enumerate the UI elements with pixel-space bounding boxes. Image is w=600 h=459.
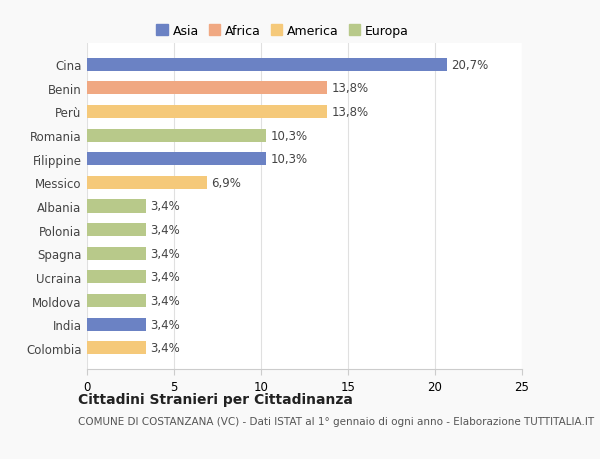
Bar [87, 295, 146, 308]
Bar [87, 341, 146, 355]
Bar [87, 129, 266, 142]
Bar [87, 82, 327, 95]
Bar [87, 58, 447, 72]
Text: 6,9%: 6,9% [211, 176, 241, 190]
Bar [87, 106, 327, 118]
Text: Cittadini Stranieri per Cittadinanza: Cittadini Stranieri per Cittadinanza [78, 392, 353, 406]
Text: 3,4%: 3,4% [151, 224, 180, 237]
Text: 3,4%: 3,4% [151, 271, 180, 284]
Text: 10,3%: 10,3% [271, 153, 308, 166]
Bar [87, 176, 207, 190]
Text: 20,7%: 20,7% [452, 58, 489, 72]
Text: 3,4%: 3,4% [151, 341, 180, 355]
Text: 10,3%: 10,3% [271, 129, 308, 142]
Text: COMUNE DI COSTANZANA (VC) - Dati ISTAT al 1° gennaio di ogni anno - Elaborazione: COMUNE DI COSTANZANA (VC) - Dati ISTAT a… [78, 416, 594, 426]
Text: 3,4%: 3,4% [151, 318, 180, 331]
Bar [87, 200, 146, 213]
Bar [87, 224, 146, 237]
Text: 13,8%: 13,8% [331, 82, 368, 95]
Legend: Asia, Africa, America, Europa: Asia, Africa, America, Europa [154, 22, 412, 40]
Bar [87, 318, 146, 331]
Bar [87, 247, 146, 260]
Text: 13,8%: 13,8% [331, 106, 368, 118]
Bar [87, 153, 266, 166]
Bar [87, 271, 146, 284]
Text: 3,4%: 3,4% [151, 295, 180, 308]
Text: 3,4%: 3,4% [151, 247, 180, 260]
Text: 3,4%: 3,4% [151, 200, 180, 213]
